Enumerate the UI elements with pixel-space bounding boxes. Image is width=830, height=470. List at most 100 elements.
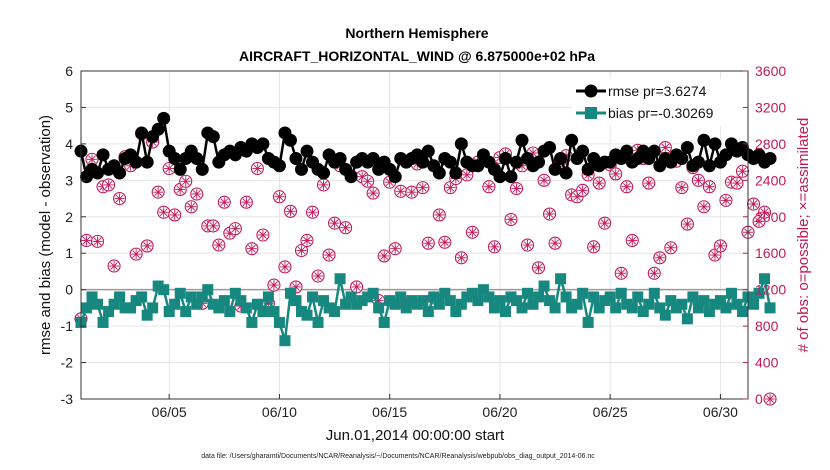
obs-marker-star: [396, 187, 405, 196]
bias-point: [389, 298, 401, 310]
rmse-point: [206, 130, 220, 144]
bias-point: [444, 295, 456, 307]
bias-point: [351, 298, 363, 310]
obs-marker-star: [468, 228, 477, 237]
bias-point: [753, 287, 765, 299]
obs-marker: [377, 249, 391, 263]
bias-point: [714, 295, 726, 307]
rmse-point: [498, 151, 512, 165]
rmse-point: [515, 133, 529, 147]
obs-marker: [328, 216, 342, 230]
bias-point: [356, 295, 368, 307]
obs-marker-star: [391, 244, 400, 253]
obs-marker-star: [248, 244, 256, 253]
obs-marker-star: [308, 208, 317, 217]
bias-point: [582, 316, 594, 328]
obs-marker: [245, 242, 259, 256]
rmse-point: [581, 162, 595, 176]
bias-point: [731, 298, 743, 310]
obs-marker: [504, 212, 518, 227]
rmse-point: [289, 151, 303, 165]
obs-marker-star: [760, 208, 769, 217]
obs-marker: [625, 233, 639, 248]
obs-marker-star: [628, 236, 637, 245]
obs-marker-star: [545, 210, 554, 218]
bias-point: [709, 298, 721, 310]
bias-point: [163, 306, 175, 318]
bias-point: [461, 291, 473, 303]
obs-marker-star: [270, 281, 278, 289]
bias-point: [571, 298, 583, 310]
bias-point: [659, 309, 671, 321]
rmse-point: [294, 162, 308, 176]
bias-point: [621, 298, 633, 310]
left-y-axis-label: rmse and bias (model - observation): [37, 115, 54, 355]
obs-marker: [300, 233, 314, 248]
bias-point: [604, 291, 616, 303]
bias-point: [422, 306, 434, 318]
left-tick-label: 3: [65, 172, 73, 188]
obs-marker-star: [446, 183, 455, 192]
obs-marker-star: [424, 239, 433, 248]
bias-point: [367, 287, 379, 299]
obs-marker: [316, 178, 331, 192]
obs-marker: [548, 236, 562, 250]
obs-marker-star: [253, 164, 262, 173]
obs-marker-star: [314, 272, 322, 280]
bias-point: [610, 302, 622, 314]
obs-marker: [179, 174, 193, 188]
bias-point: [483, 291, 495, 303]
obs-marker: [283, 204, 298, 218]
bias-point: [406, 295, 418, 307]
obs-marker-star: [722, 196, 730, 205]
x-tick-label: 06/15: [372, 404, 407, 420]
bias-point: [268, 306, 280, 318]
bias-point: [555, 273, 567, 285]
bias-point: [345, 291, 357, 303]
obs-marker: [107, 259, 121, 273]
bias-point: [185, 291, 197, 303]
bias-point: [340, 298, 352, 310]
obs-marker-star: [694, 176, 703, 185]
bias-point: [725, 287, 737, 299]
bias-point: [736, 306, 748, 318]
bias-point: [158, 284, 170, 296]
obs-marker-star: [319, 181, 328, 189]
obs-marker: [79, 233, 94, 248]
obs-marker-star: [407, 188, 416, 197]
rmse-point: [449, 166, 463, 180]
bias-point: [759, 273, 771, 285]
bias-point: [81, 302, 93, 314]
obs-marker-star: [341, 223, 350, 232]
bias-point: [455, 298, 467, 310]
obs-marker-star: [711, 251, 719, 259]
bias-point: [384, 295, 396, 307]
rmse-point: [509, 155, 523, 169]
right-tick-label: 0: [755, 391, 763, 407]
bias-point: [560, 291, 572, 303]
bias-point: [92, 298, 104, 310]
bias-point: [505, 291, 517, 303]
bias-point: [202, 284, 214, 296]
bias-point: [251, 298, 263, 310]
obs-marker: [487, 240, 501, 254]
rmse-point: [421, 144, 435, 158]
bias-point: [174, 287, 186, 299]
obs-marker-star: [170, 211, 179, 219]
bias-point: [378, 316, 390, 328]
bias-point: [273, 316, 285, 328]
bias-point: [417, 295, 429, 307]
bias-point: [544, 295, 556, 307]
obs-marker-star: [209, 222, 218, 230]
x-tick-label: 06/25: [593, 404, 628, 420]
bias-point: [191, 298, 203, 310]
rmse-point: [157, 111, 171, 125]
obs-marker-star: [104, 181, 113, 189]
obs-marker: [443, 181, 457, 195]
title-line2: AIRCRAFT_HORIZONTAL_WIND @ 6.875000e+02 …: [239, 48, 595, 64]
bias-point: [240, 302, 252, 314]
bias-point: [510, 295, 522, 307]
bias-point: [566, 302, 578, 314]
obs-marker: [278, 260, 292, 274]
obs-marker: [465, 225, 479, 239]
